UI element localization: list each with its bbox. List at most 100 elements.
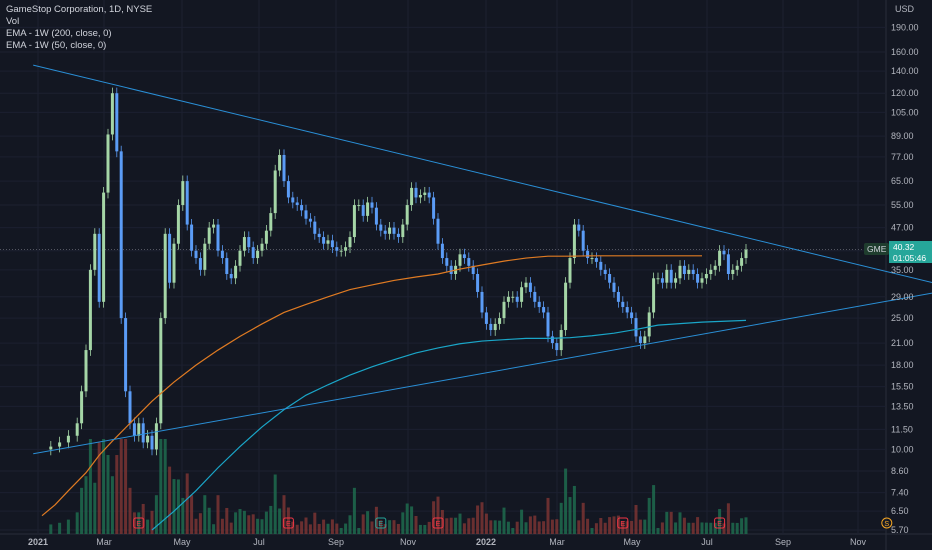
volume-bar xyxy=(322,519,326,534)
candle-body xyxy=(383,230,387,234)
candle-body xyxy=(291,197,295,203)
volume-bar xyxy=(480,502,484,534)
candle-body xyxy=(630,312,634,319)
volume-bar xyxy=(361,514,365,534)
y-tick-label: 10.00 xyxy=(891,444,914,454)
volume-bar xyxy=(524,522,528,534)
candle-body xyxy=(207,227,211,244)
volume-bar xyxy=(744,517,748,534)
candle-body xyxy=(212,224,216,228)
candle-body xyxy=(594,258,598,262)
volume-bar xyxy=(379,520,383,534)
volume-bar xyxy=(119,439,123,534)
candle-body xyxy=(709,269,713,275)
volume-bar xyxy=(124,439,128,534)
candle-body xyxy=(273,170,277,214)
candle-body xyxy=(550,336,554,344)
volume-bar xyxy=(449,517,453,534)
event-label: E xyxy=(717,519,722,528)
volume-bar xyxy=(348,515,352,534)
y-tick-label: 21.00 xyxy=(891,338,914,348)
volume-bar xyxy=(194,518,198,534)
volume-bar xyxy=(423,524,427,534)
candle-body xyxy=(735,265,739,270)
candle-body xyxy=(216,224,220,251)
volume-bar xyxy=(608,517,612,534)
y-tick-label: 29.00 xyxy=(891,292,914,302)
candle-body xyxy=(493,323,497,331)
ema-200-line xyxy=(41,255,702,517)
candle-body xyxy=(533,291,537,302)
volume-bar xyxy=(440,509,444,534)
candle-body xyxy=(696,274,700,283)
volume-bar xyxy=(150,510,154,534)
volume-bar xyxy=(735,522,739,534)
volume-bar xyxy=(392,520,396,534)
candle-body xyxy=(58,442,62,447)
volume-bar xyxy=(462,523,466,534)
trendlines xyxy=(33,64,932,455)
candle-body xyxy=(682,265,686,275)
volume-bar xyxy=(740,518,744,534)
volume-bar xyxy=(603,522,607,534)
y-tick-label: 190.00 xyxy=(891,22,919,32)
x-tick-label: 2021 xyxy=(28,537,48,547)
candle-body xyxy=(506,296,510,302)
candle-body xyxy=(687,269,691,275)
candle-body xyxy=(440,243,444,259)
volume-bar xyxy=(546,497,550,534)
trendline xyxy=(33,292,932,455)
volume-bar xyxy=(599,517,603,534)
candle-body xyxy=(185,181,189,225)
volume-bar xyxy=(577,520,581,534)
legend-ema-50: EMA - 1W (50, close, 0) xyxy=(6,40,107,51)
volume-bar xyxy=(313,512,317,534)
candle-body xyxy=(652,278,656,313)
candle-body xyxy=(401,224,405,238)
candle-body xyxy=(366,202,370,216)
chart-legend: GameStop Corporation, 1D, NYSE Vol EMA -… xyxy=(6,4,152,52)
volume-bar xyxy=(506,521,510,534)
y-tick-label: 13.50 xyxy=(891,401,914,411)
legend-ema-200: EMA - 1W (200, close, 0) xyxy=(6,28,112,39)
y-tick-label: 55.00 xyxy=(891,200,914,210)
candle-body xyxy=(110,93,114,135)
volume-bar xyxy=(172,479,176,534)
volume-bar xyxy=(586,518,590,534)
candle-body xyxy=(163,233,167,319)
last-price: 40.32 xyxy=(893,242,915,252)
volume-bar xyxy=(300,521,304,534)
volume-bar xyxy=(656,528,660,534)
volume-bar xyxy=(225,507,229,534)
volume-bar xyxy=(581,502,585,534)
volume-bar xyxy=(203,495,207,534)
volume-bar xyxy=(88,439,92,534)
event-label: S xyxy=(884,519,889,528)
candle-body xyxy=(414,187,418,198)
price-axis-currency: USD xyxy=(894,4,914,14)
volume-bar xyxy=(493,520,497,534)
volume-bar xyxy=(260,519,264,534)
volume-bar xyxy=(168,466,172,534)
candle-body xyxy=(203,243,207,270)
candle-body xyxy=(392,227,396,234)
candle-body xyxy=(722,250,726,255)
candle-body xyxy=(726,254,730,275)
volume-bar xyxy=(344,523,348,534)
candle-body xyxy=(528,282,532,292)
candle-body xyxy=(480,291,484,313)
candle-body xyxy=(678,265,682,279)
candle-body xyxy=(106,134,110,193)
candle-body xyxy=(242,237,246,251)
event-label: E xyxy=(136,519,141,528)
candle-body xyxy=(586,250,590,259)
candle-body xyxy=(330,240,334,248)
volume-bar xyxy=(304,517,308,534)
volume-bar xyxy=(247,515,251,534)
candle-body xyxy=(744,249,748,259)
volume-bar xyxy=(181,497,185,534)
candle-body xyxy=(638,336,642,344)
volume-bar xyxy=(93,482,97,534)
